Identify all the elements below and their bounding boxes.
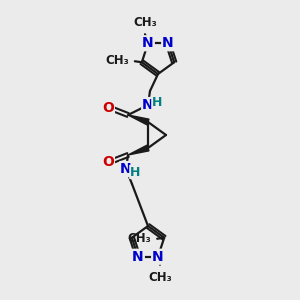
Text: N: N (152, 250, 164, 264)
Polygon shape (128, 115, 149, 125)
Text: H: H (130, 166, 140, 178)
Text: CH₃: CH₃ (105, 54, 129, 67)
Text: N: N (142, 98, 154, 112)
Text: H: H (152, 95, 162, 109)
Text: O: O (102, 155, 114, 169)
Text: CH₃: CH₃ (133, 16, 157, 29)
Text: N: N (142, 36, 154, 50)
Polygon shape (128, 145, 149, 155)
Text: O: O (102, 101, 114, 115)
Text: CH₃: CH₃ (128, 232, 151, 245)
Text: N: N (120, 162, 132, 176)
Text: N: N (162, 36, 174, 50)
Text: N: N (132, 250, 144, 264)
Text: CH₃: CH₃ (148, 271, 172, 284)
